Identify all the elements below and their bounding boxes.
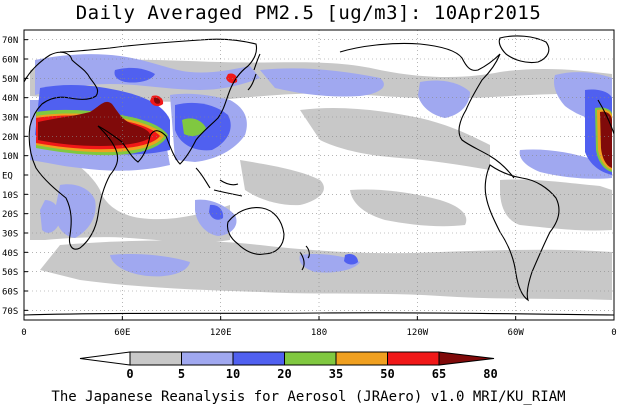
lon-label: 60W [508,328,525,338]
lat-label: 30N [2,114,18,124]
lon-label: 0 [611,328,616,338]
lat-label: 70S [2,307,18,317]
lat-label: 50N [2,75,18,85]
concentration-field [24,35,614,316]
colorbar: 0 5 10 20 35 50 65 80 [79,351,498,381]
lat-label: EQ [2,172,13,182]
colorbar-tick-label: 65 [432,367,446,381]
lat-label: 20N [2,133,18,143]
lat-label: 60S [2,288,18,298]
lat-label: 40S [2,249,18,259]
colorbar-tick-label: 20 [277,367,291,381]
colorbar-under-triangle [79,351,131,366]
colorbar-segment [335,351,388,366]
coastlines [24,35,614,316]
colorbar-tick-label: 10 [226,367,240,381]
lon-label: 120W [406,328,428,338]
colorbar-segment [284,351,337,366]
colorbar-over-triangle [438,351,495,366]
colorbar-tick-label: 0 [126,367,133,381]
colorbar-segment [232,351,285,366]
colorbar-tick-label: 5 [178,367,185,381]
lat-label: 60N [2,56,18,66]
lat-label: 20S [2,210,18,220]
graticule [24,30,614,320]
lon-label: 180 [311,328,327,338]
lat-label: 40N [2,94,18,104]
lat-label: 10N [2,152,18,162]
colorbar-tick-label: 35 [329,367,343,381]
map-title: Daily Averaged PM2.5 [ug/m3]: 10Apr2015 [75,2,542,24]
credit-line: The Japanese Reanalysis for Aerosol (JRA… [51,389,566,405]
colorbar-segment [129,351,182,366]
lat-label: 70N [2,36,18,46]
lat-label: 30S [2,230,18,240]
latitude-labels: 70N 60N 50N 40N 30N 20N 10N EQ 10S 20S 30S 40S 50S 60… [2,36,28,317]
longitude-labels: 0 60E 120E 180 120W 60W 0 [21,316,617,338]
lon-label: 120E [210,328,232,338]
colorbar-segment [181,351,234,366]
lat-label: 10S [2,191,18,201]
colorbar-tick-label: 50 [380,367,394,381]
lon-label: 0 [21,328,26,338]
colorbar-tick-label: 80 [483,367,497,381]
lat-label: 50S [2,268,18,278]
lon-label: 60E [114,328,130,338]
colorbar-segment [387,351,440,366]
